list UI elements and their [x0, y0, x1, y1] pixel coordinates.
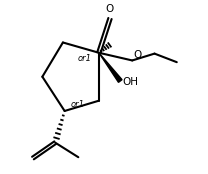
Text: O: O [106, 4, 114, 14]
Text: O: O [133, 50, 141, 60]
Polygon shape [99, 53, 122, 82]
Text: or1: or1 [71, 100, 85, 109]
Text: OH: OH [122, 77, 138, 87]
Text: or1: or1 [77, 54, 92, 63]
